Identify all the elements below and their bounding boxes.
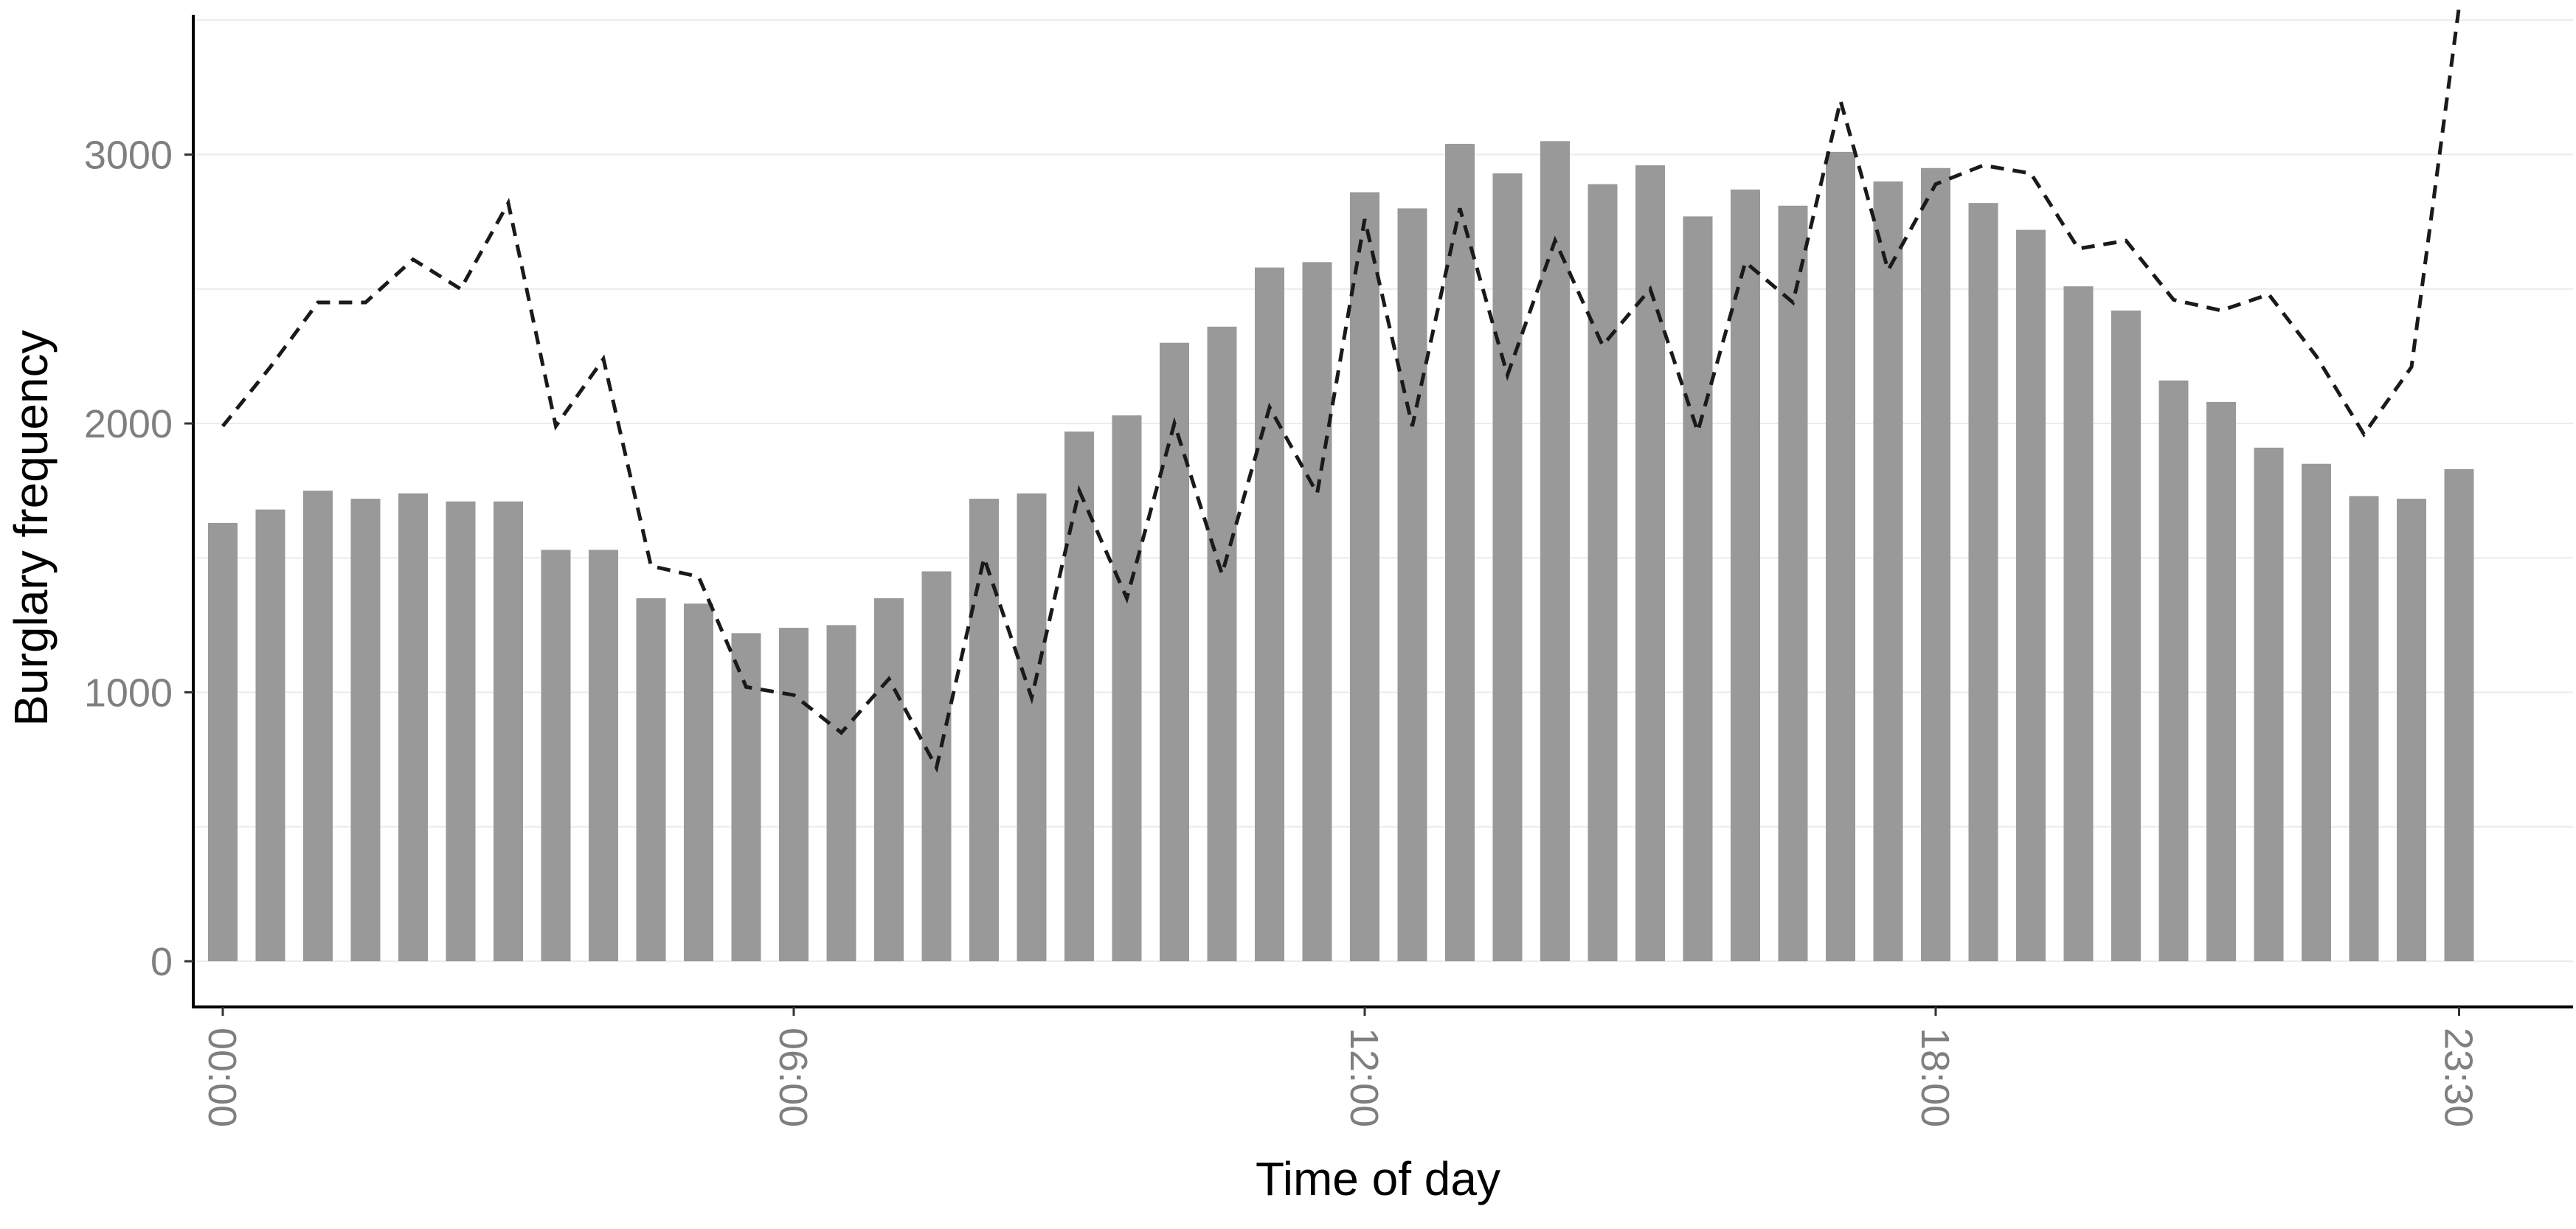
bar: [1921, 167, 1950, 962]
bar: [2349, 496, 2379, 962]
bar: [1112, 415, 1142, 962]
bar: [1207, 326, 1237, 962]
bar: [1255, 267, 1284, 962]
bar: [1302, 262, 1332, 962]
bar: [2111, 310, 2141, 962]
bar: [494, 501, 523, 962]
bar: [2063, 286, 2094, 962]
bar: [2254, 447, 2284, 962]
bar: [1731, 189, 1760, 962]
bar: [1350, 192, 1379, 962]
bar: [1683, 216, 1713, 962]
bar: [541, 550, 571, 962]
bar: [208, 522, 238, 962]
x-tick-label: 00:00: [200, 1028, 244, 1127]
y-tick-label: 3000: [84, 134, 173, 178]
bar: [255, 509, 285, 962]
bar: [589, 550, 618, 962]
x-axis-title: Time of day: [1256, 1152, 1500, 1205]
x-tick-label: 18:00: [1913, 1028, 1957, 1127]
bar: [1064, 431, 1094, 962]
bar: [1968, 203, 1998, 962]
bar: [2016, 229, 2046, 962]
bar: [684, 603, 713, 962]
bar: [303, 491, 333, 962]
bar: [1160, 342, 1189, 962]
bar: [1588, 184, 1618, 962]
bar: [779, 628, 809, 962]
bar-series: [208, 141, 2474, 962]
x-tick-label: 12:00: [1342, 1028, 1386, 1127]
line-series: [221, 6, 2461, 773]
bar: [1397, 208, 1427, 962]
bar: [636, 598, 666, 962]
axes: 0 1000 2000 3000 00:00 06:00 12:00 18:00 23:30: [84, 15, 2573, 1127]
bar: [1445, 143, 1475, 962]
bar: [1017, 493, 1047, 962]
bar: [2397, 499, 2426, 962]
bar: [398, 493, 428, 962]
bar: [1826, 151, 1855, 962]
bar: [446, 501, 476, 962]
bar: [874, 598, 904, 962]
y-axis-title: Burglary frequency: [4, 330, 58, 726]
bar: [1635, 165, 1665, 962]
bar: [2206, 401, 2236, 962]
bar: [1540, 141, 1570, 962]
y-tick-label: 2000: [84, 402, 173, 446]
bar: [2444, 469, 2474, 962]
bar: [1873, 181, 1903, 962]
bar: [2158, 380, 2189, 962]
bar: [350, 499, 381, 962]
x-tick-label: 06:00: [771, 1028, 815, 1127]
bar: [1492, 173, 1523, 962]
y-tick-label: 0: [150, 940, 173, 984]
bar: [2302, 463, 2331, 962]
bar: [969, 499, 999, 962]
bar: [1778, 205, 1808, 962]
y-tick-label: 1000: [84, 671, 173, 716]
x-tick-label: 23:30: [2437, 1028, 2481, 1127]
line-series-path: [221, 6, 2461, 773]
bar: [826, 625, 856, 962]
